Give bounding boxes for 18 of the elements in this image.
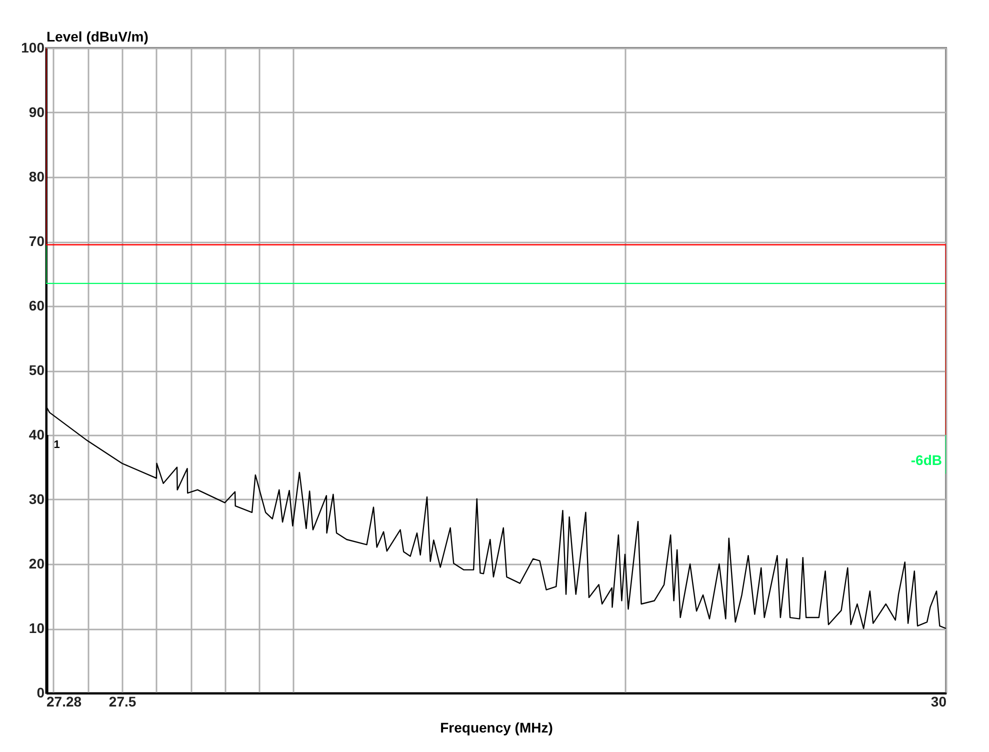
y-axis-title: Level (dBuV/m) xyxy=(46,28,148,44)
y-tick-label: 0 xyxy=(36,684,45,700)
y-tick-label: 20 xyxy=(28,556,45,572)
x-tick-label: 27.28 xyxy=(46,694,82,710)
y-tick-label: 80 xyxy=(28,168,45,184)
annotation: 1 xyxy=(54,439,60,451)
x-tick-label: 30 xyxy=(930,694,947,710)
y-tick-label: 30 xyxy=(28,491,45,507)
y-tick-label: 50 xyxy=(28,362,45,378)
x-tick-label: 27.5 xyxy=(108,694,136,710)
y-tick-label: 40 xyxy=(28,426,45,442)
annotation: -6dB xyxy=(910,452,942,468)
y-tick-label: 10 xyxy=(28,620,45,636)
y-tick-label: 90 xyxy=(28,104,45,120)
y-tick-label: 100 xyxy=(21,40,45,56)
y-tick-label: 60 xyxy=(28,298,45,314)
y-tick-label: 70 xyxy=(28,233,45,249)
x-axis-title: Frequency (MHz) xyxy=(440,720,553,736)
